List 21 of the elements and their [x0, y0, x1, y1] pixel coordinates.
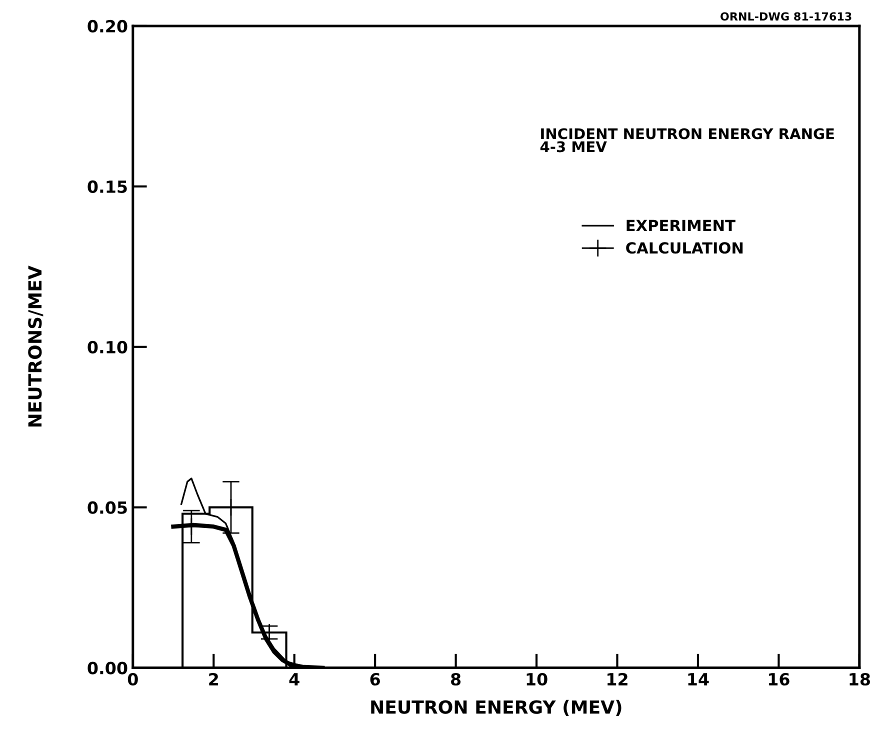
legend-label: EXPERIMENT	[626, 220, 736, 232]
y-tick-label: 0.05	[88, 501, 127, 514]
x-tick-label: 10	[526, 672, 548, 686]
x-tick-label: 6	[370, 672, 380, 686]
text: ORNL-DWG 81-17613	[720, 12, 852, 21]
x-tick-label: 4	[289, 673, 300, 686]
annotation: INCIDENT NEUTRON ENERGY RANGE 4-3 MEV	[540, 128, 834, 152]
x-tick-label: 0	[128, 672, 138, 686]
legend-label: CALCULATION	[626, 242, 743, 254]
x-tick-label: 12	[608, 672, 628, 686]
y-tick-label: 0.00	[88, 662, 128, 674]
x-tick-label: 18	[850, 672, 870, 686]
y-axis-title: NEUTRONS/MEV	[28, 266, 44, 427]
x-tick-label: 14	[688, 673, 709, 686]
y-tick-label: 0.20	[88, 20, 128, 33]
x-tick-label: 2	[209, 672, 218, 686]
x-tick-label: 16	[768, 672, 790, 686]
y-tick-label: 0.10	[88, 340, 128, 354]
x-tick-label: 8	[451, 672, 461, 686]
x-axis-title: NEUTRON ENERGY (MEV)	[371, 700, 622, 716]
y-tick-label: 0.15	[88, 180, 127, 193]
